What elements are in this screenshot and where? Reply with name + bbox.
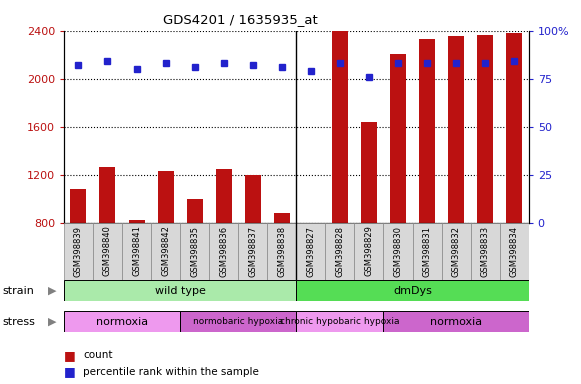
Bar <box>267 223 296 280</box>
Bar <box>151 223 180 280</box>
Bar <box>180 223 209 280</box>
Text: percentile rank within the sample: percentile rank within the sample <box>83 367 259 377</box>
Bar <box>448 36 464 223</box>
Bar <box>70 189 87 223</box>
Text: normobaric hypoxia: normobaric hypoxia <box>193 317 284 326</box>
Text: GSM398840: GSM398840 <box>103 225 112 276</box>
Text: count: count <box>83 350 113 360</box>
Bar <box>180 311 296 332</box>
Text: ■: ■ <box>64 365 76 378</box>
Text: chronic hypobaric hypoxia: chronic hypobaric hypoxia <box>280 317 400 326</box>
Text: strain: strain <box>3 286 35 296</box>
Text: GSM398841: GSM398841 <box>132 225 141 276</box>
Bar <box>157 170 174 223</box>
Bar <box>500 223 529 280</box>
Text: GDS4201 / 1635935_at: GDS4201 / 1635935_at <box>163 13 318 26</box>
Bar <box>238 223 267 280</box>
Bar <box>383 223 413 280</box>
Bar <box>187 199 203 223</box>
Bar <box>64 311 180 332</box>
Bar <box>122 223 151 280</box>
Text: stress: stress <box>3 316 36 327</box>
Text: GSM398831: GSM398831 <box>422 225 432 276</box>
Text: ■: ■ <box>64 349 76 362</box>
Bar <box>419 39 435 223</box>
Bar <box>332 31 348 223</box>
Bar <box>64 223 93 280</box>
Text: normoxia: normoxia <box>96 316 148 327</box>
Text: GSM398839: GSM398839 <box>74 225 83 276</box>
Text: normoxia: normoxia <box>430 316 482 327</box>
Bar <box>325 223 354 280</box>
Bar <box>296 311 383 332</box>
Text: GSM398835: GSM398835 <box>190 225 199 276</box>
Bar <box>413 223 442 280</box>
Text: GSM398828: GSM398828 <box>335 225 345 276</box>
Bar <box>296 280 529 301</box>
Text: GSM398829: GSM398829 <box>364 225 374 276</box>
Bar <box>354 223 383 280</box>
Text: GSM398827: GSM398827 <box>306 225 315 276</box>
Bar <box>471 223 500 280</box>
Bar <box>506 33 522 223</box>
Text: GSM398838: GSM398838 <box>277 225 286 277</box>
Bar <box>245 175 261 223</box>
Text: GSM398830: GSM398830 <box>393 225 403 276</box>
Bar <box>361 122 377 223</box>
Bar <box>128 220 145 223</box>
Bar <box>99 167 116 223</box>
Text: GSM398836: GSM398836 <box>219 225 228 277</box>
Bar <box>442 223 471 280</box>
Text: ▶: ▶ <box>48 286 57 296</box>
Text: GSM398842: GSM398842 <box>161 225 170 276</box>
Bar <box>93 223 122 280</box>
Text: GSM398834: GSM398834 <box>510 225 519 276</box>
Text: GSM398837: GSM398837 <box>248 225 257 277</box>
Bar <box>383 311 529 332</box>
Bar <box>216 169 232 223</box>
Bar <box>64 280 296 301</box>
Bar <box>477 35 493 223</box>
Text: dmDys: dmDys <box>393 286 432 296</box>
Text: wild type: wild type <box>155 286 206 296</box>
Text: GSM398832: GSM398832 <box>451 225 461 276</box>
Text: ▶: ▶ <box>48 316 57 327</box>
Bar <box>296 223 325 280</box>
Text: GSM398833: GSM398833 <box>480 225 490 277</box>
Bar <box>209 223 238 280</box>
Bar <box>390 53 406 223</box>
Bar <box>274 213 290 223</box>
